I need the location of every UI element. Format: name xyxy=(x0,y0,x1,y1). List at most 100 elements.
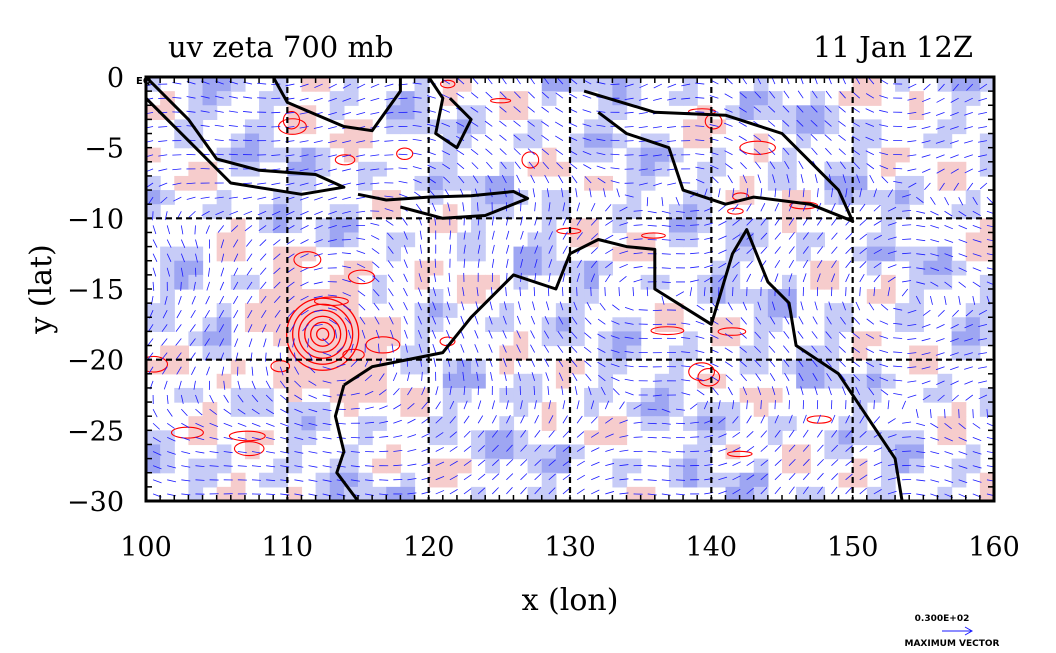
vorticity-cell xyxy=(852,458,868,474)
wind-vector xyxy=(944,422,952,430)
vorticity-cell xyxy=(711,402,727,417)
vorticity-cell xyxy=(852,345,868,361)
wind-vector xyxy=(441,93,451,99)
wind-vector xyxy=(633,278,643,283)
vorticity-cell xyxy=(668,373,684,389)
wind-vector xyxy=(718,188,721,198)
vorticity-cell xyxy=(442,416,458,431)
wind-vector xyxy=(921,352,931,356)
vorticity-cell xyxy=(810,373,825,389)
wind-vector xyxy=(824,134,832,141)
wind-vector xyxy=(865,136,875,141)
wind-vector xyxy=(571,316,578,325)
wind-vector xyxy=(166,253,172,263)
wind-vector xyxy=(300,281,309,287)
vorticity-cell xyxy=(456,458,472,474)
wind-vector xyxy=(879,165,889,170)
vorticity-cell xyxy=(852,331,868,347)
vorticity-cell xyxy=(273,260,288,276)
wind-vector xyxy=(704,463,714,467)
wind-vector xyxy=(964,366,973,370)
wind-vector xyxy=(599,302,606,311)
wind-vector xyxy=(342,140,352,144)
vorticity-cell xyxy=(909,175,924,191)
wind-vector xyxy=(518,301,521,311)
vorticity-cell xyxy=(739,105,755,120)
wind-vector xyxy=(746,203,752,212)
vorticity-cell xyxy=(202,91,218,106)
wind-vector xyxy=(463,230,466,240)
wind-vector xyxy=(403,273,408,283)
wind-vector xyxy=(435,490,445,495)
wind-vector xyxy=(695,139,705,141)
wind-vector xyxy=(484,106,493,113)
wind-vector xyxy=(873,475,883,481)
wind-vector xyxy=(746,430,754,438)
wind-vector xyxy=(869,174,875,184)
vorticity-cell xyxy=(414,317,430,332)
wind-vector xyxy=(724,150,733,156)
vorticity-cell xyxy=(555,331,571,347)
wind-vector xyxy=(811,359,818,367)
wind-vector xyxy=(233,295,239,305)
wind-vector xyxy=(251,408,260,415)
wind-vector xyxy=(796,119,804,127)
wind-vector xyxy=(243,111,253,113)
wind-vector xyxy=(427,164,436,170)
wind-vector xyxy=(491,487,499,495)
wind-vector xyxy=(774,414,779,424)
wind-vector xyxy=(417,329,422,339)
wind-vector xyxy=(562,231,568,240)
wind-vector xyxy=(958,295,961,305)
wind-vector xyxy=(180,394,184,404)
wind-vector xyxy=(972,479,982,483)
vorticity-cell xyxy=(188,161,204,177)
wind-vector xyxy=(585,373,592,382)
vorticity-cell xyxy=(598,119,613,135)
wind-vector xyxy=(513,134,521,141)
vorticity-cell xyxy=(668,359,684,375)
wind-vector xyxy=(930,422,939,429)
wind-vector xyxy=(251,422,261,427)
wind-vector xyxy=(181,479,191,482)
vorticity-cell xyxy=(654,387,670,403)
wind-vector xyxy=(573,301,578,311)
wind-vector xyxy=(571,359,578,367)
vorticity-cell xyxy=(287,260,303,276)
wind-vector xyxy=(528,161,535,170)
wind-vector xyxy=(488,330,493,339)
vorticity-cell xyxy=(216,331,232,347)
vorticity-cell xyxy=(230,77,246,92)
wind-vector xyxy=(379,420,389,424)
wind-vector xyxy=(978,111,988,115)
wind-vector xyxy=(718,448,728,452)
wind-vector xyxy=(356,250,366,255)
wind-vector xyxy=(879,124,889,127)
wind-vector xyxy=(555,149,564,156)
vorticity-cell xyxy=(301,77,317,92)
wind-vector xyxy=(935,352,945,356)
vorticity-cell xyxy=(725,472,741,488)
coastline xyxy=(146,77,346,196)
wind-vector xyxy=(817,486,824,495)
wind-vector xyxy=(548,400,551,410)
vorticity-cell xyxy=(414,274,430,290)
vorticity-contour xyxy=(334,154,356,166)
wind-vector xyxy=(574,386,578,396)
vorticity-cell xyxy=(711,416,727,431)
wind-vector xyxy=(724,93,733,99)
wind-vector xyxy=(322,437,332,440)
wind-vector xyxy=(709,124,719,127)
wind-vector xyxy=(902,436,912,438)
vorticity-cell xyxy=(612,204,628,219)
wind-vector xyxy=(193,281,196,291)
vorticity-cell xyxy=(555,359,571,375)
vorticity-contour xyxy=(146,355,169,373)
wind-vector xyxy=(944,295,947,305)
wind-vector xyxy=(279,380,286,389)
vorticity-cell xyxy=(386,105,401,120)
wind-vector xyxy=(488,315,493,325)
wind-vector xyxy=(328,97,337,102)
wind-vector xyxy=(266,465,276,468)
vorticity-cell xyxy=(541,232,557,248)
